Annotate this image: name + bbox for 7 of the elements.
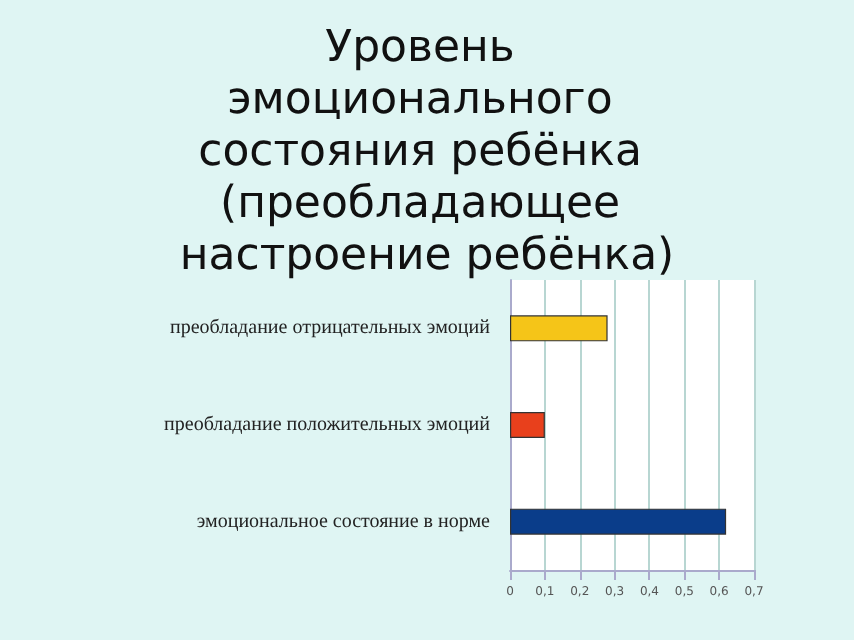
y-tick-label: эмоциональное состояние в норме (196, 510, 492, 533)
bar (510, 508, 727, 535)
bar (510, 315, 608, 342)
bar (510, 412, 545, 438)
y-tick-label: преобладание положительных эмоций (164, 414, 492, 436)
chart-title: Уровень эмоционального состояния ребёнка (преобладающее настроение ребёнка) (179, 23, 675, 281)
y-tick-label: преобладание отрицательных эмоций (170, 317, 492, 340)
